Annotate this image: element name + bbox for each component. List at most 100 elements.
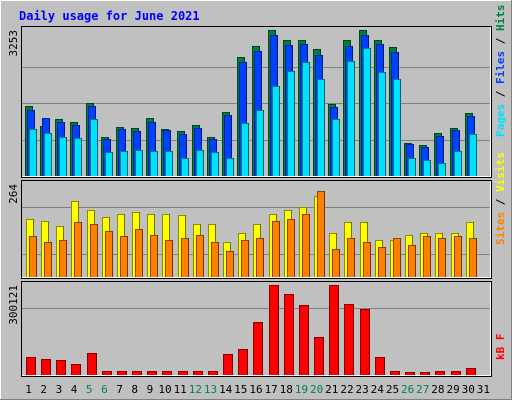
bar-fill — [241, 123, 249, 176]
bar-kb-f-day-6 — [102, 371, 112, 375]
bar-sites-day-9 — [150, 235, 158, 277]
bar-fill — [87, 353, 97, 375]
bar-fill — [102, 371, 112, 375]
bar-pages-day-5 — [90, 119, 98, 176]
bar-fill — [74, 222, 82, 277]
bar-fill — [148, 122, 156, 176]
bar-sites-day-13 — [211, 242, 219, 277]
x-tick-label-day-7: 7 — [116, 383, 123, 396]
bar-kb-f-day-29 — [451, 371, 461, 375]
bar-fill — [226, 251, 234, 277]
bar-fill — [44, 133, 52, 176]
bar-fill — [360, 309, 370, 375]
right-legend-kbytes: kB F — [494, 334, 507, 361]
bar-fill — [120, 151, 128, 176]
right-legend-hits-files-pages: Pages / Files / Hits — [494, 5, 507, 138]
bar-fill — [393, 238, 401, 277]
bar-kb-f-day-9 — [147, 371, 157, 375]
bar-fill — [329, 285, 339, 375]
bar-sites-day-10 — [165, 240, 173, 277]
bar-fill — [363, 48, 371, 176]
bar-fill — [181, 158, 189, 176]
bar-fill — [224, 115, 232, 176]
bar-pages-day-2 — [44, 133, 52, 176]
bar-fill — [408, 245, 416, 277]
bar-sites-day-8 — [135, 229, 143, 277]
x-tick-label-day-3: 3 — [56, 383, 63, 396]
bar-pages-day-28 — [438, 163, 446, 176]
x-tick-label-day-21: 21 — [325, 383, 338, 396]
bar-fill — [179, 134, 187, 176]
bar-fill — [105, 231, 113, 277]
bar-sites-day-12 — [196, 235, 204, 277]
x-tick-label-day-20: 20 — [310, 383, 323, 396]
bar-kb-f-day-22 — [344, 304, 354, 375]
bar-pages-day-26 — [408, 158, 416, 176]
bar-kb-f-day-15 — [238, 349, 248, 375]
bar-fill — [454, 236, 462, 277]
x-axis-labels: 1 2 3 4 5 6 7 8 9 10 11 12 13 14 15 16 17 18 19 20 21 22 23 24 2… — [25, 383, 490, 396]
bar-sites-day-27 — [423, 236, 431, 277]
bar-fill — [238, 349, 248, 375]
bar-pages-day-23 — [363, 48, 371, 176]
bar-pages-day-11 — [181, 158, 189, 176]
bar-fill — [408, 158, 416, 176]
bar-sites-day-21 — [332, 249, 340, 277]
bar-fill — [135, 229, 143, 277]
bar-pages-day-6 — [105, 152, 113, 176]
bar-fill — [332, 119, 340, 176]
bar-fill — [71, 364, 81, 375]
legend-separator: / — [494, 192, 507, 212]
x-tick-label-day-16: 16 — [249, 383, 262, 396]
bar-kb-f-day-19 — [299, 305, 309, 375]
bar-fill — [253, 322, 263, 375]
bar-fill — [90, 224, 98, 277]
bar-fill — [165, 151, 173, 176]
x-tick-label-day-27: 27 — [416, 383, 429, 396]
bar-fill — [299, 305, 309, 375]
bar-fill — [59, 240, 67, 277]
bar-fill — [347, 238, 355, 277]
legend-item-kb-f: kB F — [494, 334, 507, 361]
bar-fill — [284, 294, 294, 375]
legend-item-hits: Hits — [494, 5, 507, 32]
bar-fill — [196, 150, 204, 176]
bar-fill — [150, 235, 158, 277]
right-legends: Pages / Files / Hits Sites / Visits kB F — [494, 5, 507, 361]
bar-pages-day-10 — [165, 151, 173, 176]
bar-sites-day-26 — [408, 245, 416, 277]
bar-fill — [454, 151, 462, 176]
bar-fill — [469, 238, 477, 277]
y-axis-labels: 3253 264 300121 — [7, 30, 20, 325]
bar-fill — [178, 371, 188, 375]
bar-pages-day-19 — [302, 62, 310, 176]
bar-kb-f-day-26 — [405, 372, 415, 375]
bar-sites-day-29 — [454, 236, 462, 277]
x-tick-label-day-30: 30 — [462, 383, 475, 396]
bar-fill — [59, 137, 67, 176]
x-tick-label-day-31: 31 — [477, 383, 490, 396]
bar-fill — [223, 354, 233, 375]
legend-separator: / — [494, 31, 507, 51]
x-tick-label-day-1: 1 — [25, 383, 32, 396]
bar-pages-day-9 — [150, 151, 158, 176]
bar-fill — [378, 247, 386, 277]
bar-fill — [405, 372, 415, 375]
x-tick-label-day-25: 25 — [386, 383, 399, 396]
bar-fill — [208, 371, 218, 375]
bar-fill — [287, 71, 295, 176]
bar-fill — [150, 151, 158, 176]
bar-sites-day-14 — [226, 251, 234, 277]
bar-kb-f-day-30 — [466, 368, 476, 375]
bar-sites-day-2 — [44, 242, 52, 277]
bar-fill — [165, 240, 173, 277]
bar-sites-day-1 — [29, 236, 37, 277]
bar-kb-f-day-23 — [360, 309, 370, 375]
y-max-label-kbytes: 300121 — [7, 285, 20, 325]
bar-pages-day-3 — [59, 137, 67, 176]
bar-kb-f-day-8 — [132, 371, 142, 375]
x-tick-label-day-28: 28 — [431, 383, 444, 396]
bar-fill — [74, 138, 82, 176]
bar-fill — [423, 236, 431, 277]
